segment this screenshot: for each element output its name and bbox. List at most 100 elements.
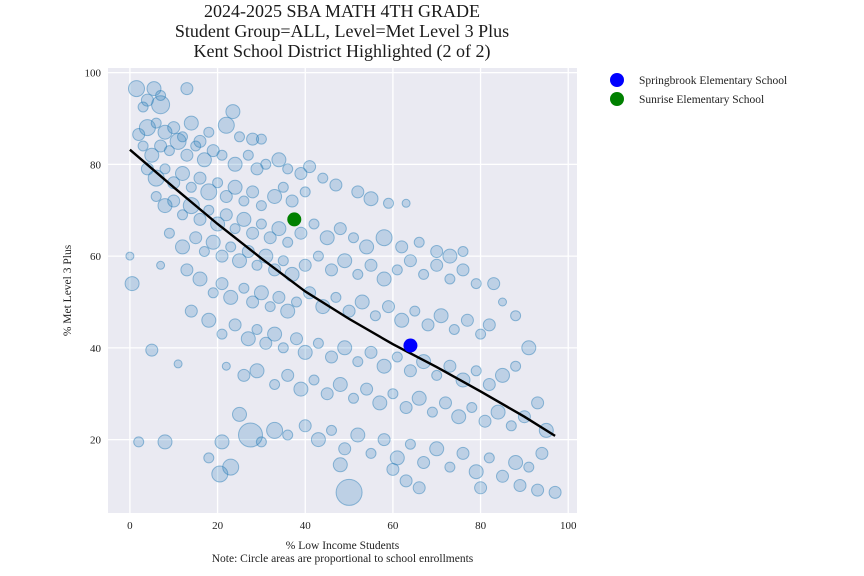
data-point (418, 268, 430, 280)
data-point (298, 419, 312, 433)
data-point (413, 236, 425, 248)
data-point (255, 200, 267, 212)
data-point (144, 147, 160, 163)
data-point (285, 194, 299, 208)
data-point (177, 209, 188, 221)
data-point (330, 291, 342, 303)
data-point (510, 310, 522, 322)
data-point (216, 149, 228, 161)
data-point (320, 387, 334, 401)
data-point (138, 119, 156, 137)
data-point (203, 452, 215, 464)
data-point (140, 93, 154, 107)
highlighted-schools (287, 212, 418, 353)
data-point (351, 185, 365, 199)
data-point (271, 152, 287, 168)
data-point (128, 80, 145, 98)
data-point (232, 253, 247, 269)
data-point (342, 304, 356, 318)
data-point (399, 474, 413, 488)
x-tick-label: 60 (387, 520, 399, 532)
data-point (482, 378, 496, 391)
data-point (332, 377, 348, 392)
data-point (246, 226, 260, 240)
data-point (182, 197, 200, 215)
data-point (303, 160, 317, 174)
data-point (238, 195, 250, 207)
data-point (475, 328, 487, 340)
data-point (325, 263, 338, 277)
data-point (267, 326, 283, 342)
data-point (196, 152, 212, 168)
data-point (175, 166, 190, 181)
data-point (228, 318, 242, 332)
data-point (225, 104, 241, 120)
data-point (151, 95, 171, 115)
data-point (223, 289, 239, 305)
data-point (352, 356, 364, 368)
x-tick-label: 0 (127, 520, 133, 532)
data-point (267, 189, 283, 204)
data-point (225, 241, 237, 253)
data-point (157, 198, 173, 214)
data-point (214, 434, 230, 450)
data-point (395, 240, 409, 254)
data-point (150, 191, 162, 202)
legend-label: Springbrook Elementary School (639, 75, 787, 87)
data-point (294, 167, 308, 180)
data-point (412, 481, 426, 495)
highlight-point (403, 338, 418, 353)
data-point (326, 424, 337, 436)
data-point (125, 251, 135, 261)
data-point (259, 336, 273, 350)
data-point (431, 369, 443, 381)
data-point (207, 287, 219, 299)
data-point (376, 358, 392, 374)
data-point (222, 458, 240, 476)
data-point (352, 268, 364, 280)
data-point (363, 191, 379, 207)
data-point (215, 277, 229, 291)
legend-label: Sunrise Elementary School (639, 94, 764, 106)
title-line-3: Kent School District Highlighted (2 of 2… (194, 41, 491, 62)
data-point (403, 364, 417, 378)
data-point (444, 461, 456, 473)
data-point (348, 232, 359, 244)
data-point (448, 324, 460, 335)
data-point (282, 236, 294, 248)
data-point (394, 312, 410, 328)
x-tick-label: 100 (560, 520, 577, 532)
data-point (282, 429, 294, 441)
data-point (163, 145, 175, 157)
data-point (382, 300, 395, 314)
data-point (238, 282, 250, 294)
x-tick-label: 20 (212, 520, 224, 532)
data-point (227, 156, 243, 172)
data-point (337, 253, 353, 269)
data-point (409, 305, 421, 317)
data-point (200, 183, 218, 201)
data-point (133, 436, 145, 448)
data-point (246, 295, 260, 309)
data-point (401, 198, 411, 208)
data-point (478, 414, 492, 428)
data-point (219, 208, 233, 222)
data-point (470, 365, 482, 377)
data-point (391, 351, 403, 363)
data-point (237, 368, 251, 382)
data-point (293, 381, 309, 397)
legend: Springbrook Elementary School Sunrise Ele… (610, 73, 787, 106)
data-point (312, 250, 324, 262)
data-point (456, 263, 470, 277)
data-point (365, 447, 377, 459)
data-point (389, 450, 405, 466)
data-point (308, 374, 320, 386)
data-point (255, 218, 267, 230)
data-point (470, 278, 482, 290)
data-point (264, 301, 276, 313)
data-point (372, 395, 388, 411)
y-tick-label: 40 (90, 343, 102, 355)
data-point (175, 239, 190, 255)
data-point (249, 363, 265, 379)
